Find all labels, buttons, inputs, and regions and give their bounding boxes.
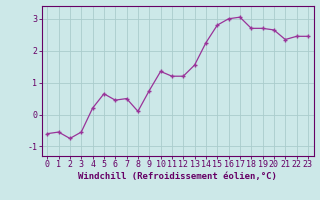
X-axis label: Windchill (Refroidissement éolien,°C): Windchill (Refroidissement éolien,°C) [78,172,277,181]
